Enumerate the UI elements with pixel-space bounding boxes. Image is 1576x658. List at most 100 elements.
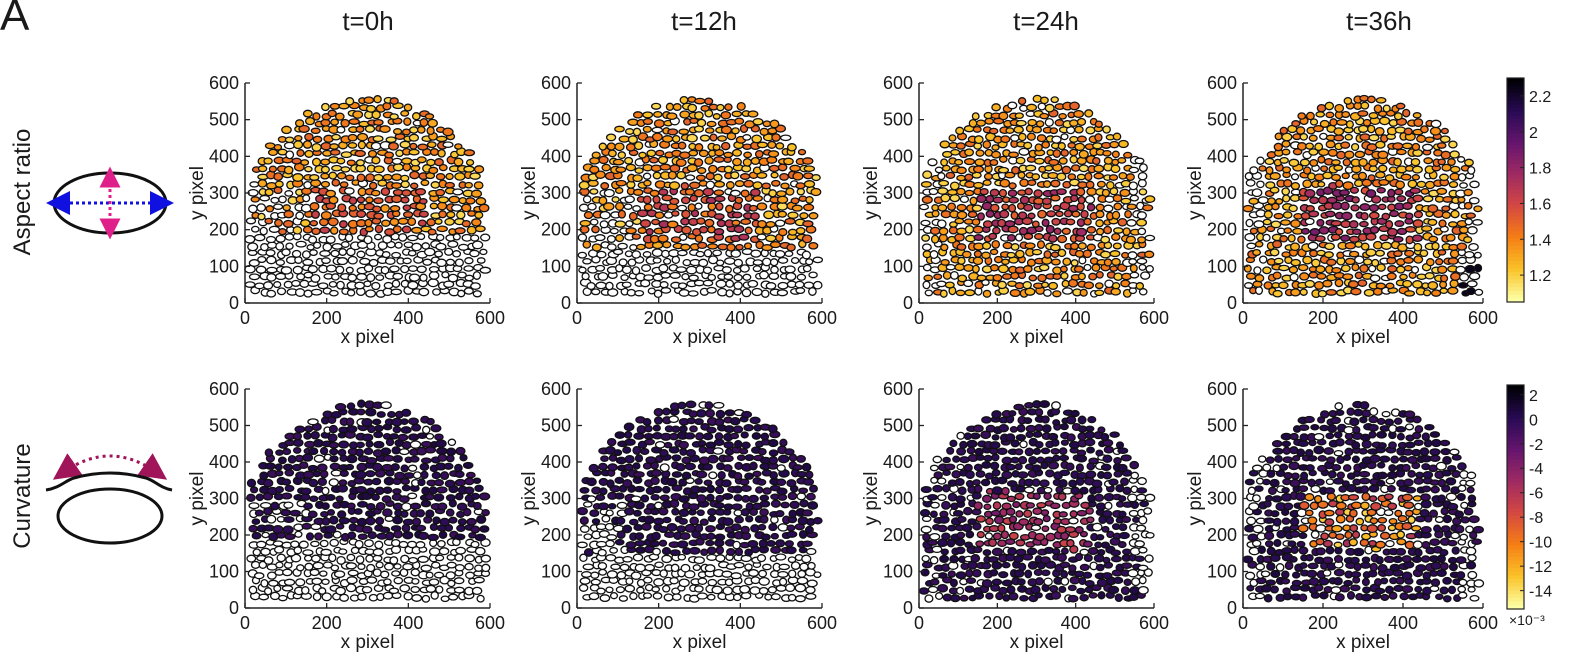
cell-marker [1108,174,1119,181]
cell-marker [1464,264,1476,274]
cell-marker [934,592,944,600]
cell-marker [805,592,817,600]
cell-marker [402,257,412,265]
cell-marker [1372,240,1383,250]
cell-marker [1088,457,1099,465]
cell-marker [1095,502,1107,511]
cell-marker [328,553,337,563]
cell-marker [1441,211,1451,219]
cell-marker [614,142,625,152]
cell-marker [1447,286,1459,295]
cell-marker [654,211,665,220]
cell-marker [1103,258,1113,267]
cell-marker [713,228,725,236]
cell-marker [428,578,440,586]
cell-marker [1111,150,1120,159]
cell-marker [1465,212,1476,219]
cell-marker [624,507,635,516]
cell-marker [345,266,354,274]
cell-marker [1041,569,1051,577]
cell-marker [1463,188,1473,197]
cell-marker [786,524,796,532]
cell-marker [1052,419,1061,426]
cell-marker [689,516,700,526]
cell-marker [930,501,940,509]
cell-marker [426,141,437,149]
cell-marker [320,180,331,188]
cell-marker [1008,515,1018,524]
cell-marker [1263,210,1273,219]
cell-marker [748,204,758,212]
cell-marker [704,156,714,165]
cell-marker [1065,462,1075,471]
cell-marker [1262,478,1271,486]
time-label-0h: t=0h [342,6,393,36]
cell-marker [1344,530,1353,540]
cell-marker [270,196,280,204]
cell-marker [1045,469,1055,478]
cell-marker [971,204,983,212]
cell-marker [1074,249,1085,258]
cell-marker [1254,240,1264,248]
cell-marker [1118,510,1127,518]
cell-marker [407,249,417,257]
cell-marker [741,410,753,419]
cell-marker [1100,235,1111,244]
cell-marker [669,271,681,279]
cell-marker [1431,241,1440,251]
cell-marker [389,205,401,212]
cell-marker [920,568,930,577]
cell-marker [632,174,643,183]
cell-marker [655,149,665,157]
cell-marker [697,241,708,250]
cell-marker [774,219,786,227]
cell-marker [630,571,642,580]
cell-marker [671,471,683,478]
cell-marker [346,553,356,562]
cell-marker [1351,441,1361,450]
cell-marker [1333,555,1344,563]
cell-marker [1121,562,1133,569]
cell-marker [669,499,680,509]
cell-marker [1260,570,1271,578]
cell-marker [615,456,627,465]
cell-marker [340,241,350,248]
cell-marker [612,248,624,256]
cell-marker [1289,530,1301,538]
cell-marker [1460,501,1469,510]
cell-marker [985,592,994,600]
cell-marker [787,228,798,236]
cell-marker [739,584,751,594]
cell-marker [1027,179,1037,187]
cell-marker [461,203,472,213]
cell-marker [1305,142,1315,150]
cell-marker [720,141,731,151]
cell-marker [273,281,282,289]
cell-marker [1373,104,1383,114]
cell-marker [1127,493,1138,503]
cell-marker [464,486,475,495]
cell-marker [607,463,618,472]
cell-marker [409,502,422,510]
cell-marker [779,134,792,142]
cell-marker [1324,101,1335,111]
cell-marker [1249,166,1259,175]
cell-marker [1335,533,1345,541]
cell-marker [1392,142,1404,150]
cell-marker [635,243,646,251]
cell-marker [589,509,600,518]
cell-marker [1468,242,1479,252]
cell-marker [1319,410,1330,419]
cell-marker [1313,445,1325,455]
cell-marker [1467,586,1476,593]
cell-marker [661,135,674,143]
cell-marker [1298,501,1310,510]
cell-marker [992,501,1002,510]
cell-marker [411,226,423,234]
cell-marker [1010,456,1020,464]
cell-marker [730,249,742,258]
cell-marker [426,417,435,426]
cell-marker [1043,456,1055,464]
cell-marker [257,179,268,188]
cell-marker [959,195,970,204]
